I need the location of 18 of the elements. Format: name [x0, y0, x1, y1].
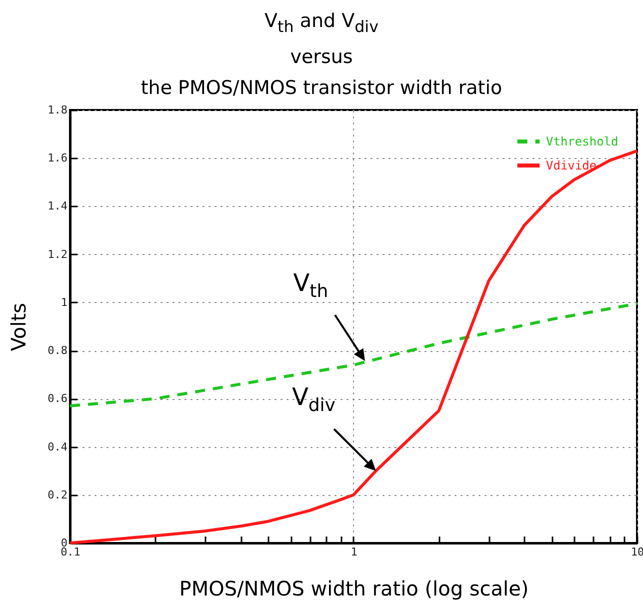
- y-tick-label: 1: [60, 296, 68, 309]
- y-tick-label: 0.4: [48, 440, 68, 454]
- y-tick-label: 1.8: [48, 104, 68, 116]
- y-tick-label: 0.6: [48, 392, 68, 406]
- y-tick-label: 1.2: [48, 248, 68, 261]
- x-tick-label: 0.1: [60, 546, 80, 558]
- x-axis-title: PMOS/NMOS width ratio (log scale): [179, 576, 529, 600]
- legend-label: Vthreshold: [546, 134, 618, 148]
- y-tick-label: 0.8: [48, 344, 68, 358]
- chart-title: V$_{th}$ and V$_{div}$ versus the PMOS/NMOS transistor width ratio: [140, 9, 504, 99]
- y-tick-label: 1.4: [48, 200, 68, 213]
- legend-label: Vdivide: [546, 158, 597, 172]
- y-axis-title: Volts: [6, 302, 31, 352]
- x-tick-label: 1: [350, 546, 358, 558]
- annotation: V$_{div}$: [292, 382, 336, 416]
- y-tick-label: 0.2: [48, 488, 68, 502]
- y-tick-label: 1.6: [48, 152, 68, 165]
- annotation: V$_{th}$: [293, 269, 328, 302]
